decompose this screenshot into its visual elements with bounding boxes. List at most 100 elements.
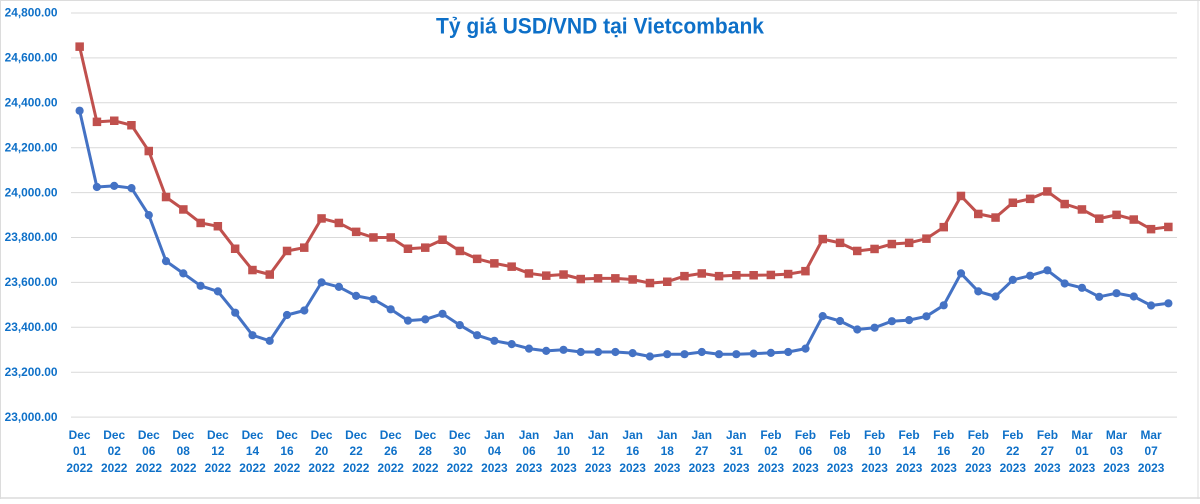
svg-text:2023: 2023 [1069,461,1096,475]
svg-text:14: 14 [246,444,260,458]
svg-text:Mar: Mar [1141,428,1163,442]
svg-text:Dec: Dec [311,428,333,442]
svg-text:Jan: Jan [622,428,643,442]
svg-text:24,200.00: 24,200.00 [5,140,58,154]
svg-text:Feb: Feb [829,428,850,442]
svg-text:Feb: Feb [899,428,920,442]
svg-text:2022: 2022 [343,461,370,475]
svg-text:Jan: Jan [588,428,609,442]
svg-text:Dec: Dec [414,428,436,442]
svg-text:Dec: Dec [242,428,264,442]
svg-text:Dec: Dec [449,428,471,442]
svg-text:16: 16 [280,444,294,458]
svg-text:27: 27 [1041,444,1055,458]
svg-text:20: 20 [315,444,329,458]
svg-text:Dec: Dec [345,428,367,442]
svg-text:23,800.00: 23,800.00 [5,230,58,244]
svg-text:24,600.00: 24,600.00 [5,51,58,65]
svg-text:31: 31 [730,444,744,458]
svg-text:2023: 2023 [1103,461,1130,475]
svg-text:03: 03 [1110,444,1124,458]
svg-text:06: 06 [142,444,156,458]
svg-text:Jan: Jan [484,428,505,442]
svg-text:Dec: Dec [69,428,91,442]
svg-text:Feb: Feb [760,428,781,442]
svg-text:16: 16 [626,444,640,458]
svg-text:Dec: Dec [276,428,298,442]
svg-text:Feb: Feb [1002,428,1023,442]
svg-text:Jan: Jan [692,428,713,442]
svg-text:2022: 2022 [274,461,301,475]
svg-text:08: 08 [833,444,847,458]
svg-text:23,400.00: 23,400.00 [5,320,58,334]
svg-text:14: 14 [902,444,916,458]
svg-text:08: 08 [177,444,191,458]
svg-text:06: 06 [522,444,536,458]
svg-text:Feb: Feb [795,428,816,442]
svg-text:2023: 2023 [1138,461,1165,475]
svg-text:Jan: Jan [553,428,574,442]
svg-text:30: 30 [453,444,467,458]
svg-text:2023: 2023 [585,461,612,475]
svg-text:Feb: Feb [968,428,989,442]
svg-text:2023: 2023 [965,461,992,475]
svg-text:04: 04 [488,444,502,458]
svg-text:02: 02 [764,444,778,458]
svg-text:27: 27 [695,444,709,458]
svg-text:24,400.00: 24,400.00 [5,96,58,110]
svg-text:Jan: Jan [726,428,747,442]
svg-text:2023: 2023 [516,461,543,475]
svg-text:2022: 2022 [136,461,163,475]
svg-text:01: 01 [73,444,87,458]
svg-text:23,600.00: 23,600.00 [5,275,58,289]
svg-text:2023: 2023 [861,461,888,475]
svg-text:26: 26 [384,444,398,458]
svg-text:2023: 2023 [792,461,819,475]
svg-text:Dec: Dec [103,428,125,442]
svg-text:24,000.00: 24,000.00 [5,185,58,199]
svg-text:Mar: Mar [1106,428,1128,442]
svg-text:2023: 2023 [827,461,854,475]
svg-text:22: 22 [349,444,363,458]
svg-text:2022: 2022 [101,461,128,475]
svg-text:07: 07 [1144,444,1158,458]
svg-text:Feb: Feb [933,428,954,442]
svg-text:Dec: Dec [380,428,402,442]
svg-text:2023: 2023 [1034,461,1061,475]
svg-text:12: 12 [591,444,605,458]
svg-text:Tỷ giá USD/VND tại Vietcombank: Tỷ giá USD/VND tại Vietcombank [436,14,764,39]
svg-text:01: 01 [1075,444,1089,458]
svg-text:Feb: Feb [864,428,885,442]
svg-text:Dec: Dec [172,428,194,442]
svg-text:2022: 2022 [412,461,439,475]
svg-text:12: 12 [211,444,225,458]
svg-text:Mar: Mar [1071,428,1093,442]
svg-text:10: 10 [557,444,571,458]
svg-text:02: 02 [108,444,122,458]
svg-text:2023: 2023 [1000,461,1027,475]
svg-text:2022: 2022 [66,461,93,475]
svg-text:18: 18 [661,444,675,458]
svg-text:2023: 2023 [758,461,785,475]
svg-text:Jan: Jan [657,428,678,442]
svg-text:Feb: Feb [1037,428,1058,442]
svg-text:2023: 2023 [930,461,957,475]
svg-text:23,200.00: 23,200.00 [5,365,58,379]
svg-text:Dec: Dec [207,428,229,442]
svg-text:2023: 2023 [550,461,577,475]
svg-text:2023: 2023 [723,461,750,475]
svg-text:2023: 2023 [896,461,923,475]
svg-text:28: 28 [419,444,433,458]
svg-text:23,000.00: 23,000.00 [5,410,58,424]
svg-text:2022: 2022 [447,461,474,475]
svg-text:2022: 2022 [239,461,266,475]
svg-text:2022: 2022 [308,461,335,475]
svg-text:2023: 2023 [689,461,716,475]
svg-text:10: 10 [868,444,882,458]
svg-text:Jan: Jan [519,428,540,442]
svg-text:20: 20 [972,444,986,458]
svg-text:22: 22 [1006,444,1020,458]
svg-text:2023: 2023 [481,461,508,475]
svg-text:2022: 2022 [170,461,197,475]
svg-text:2023: 2023 [619,461,646,475]
